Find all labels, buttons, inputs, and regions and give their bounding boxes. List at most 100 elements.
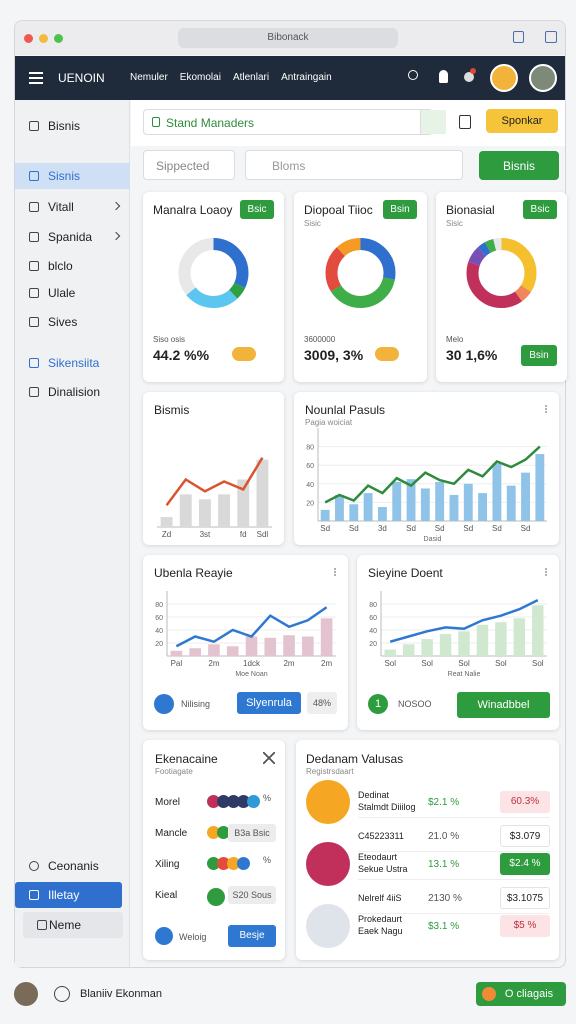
card-title: Nounlal Pasuls [305, 403, 386, 417]
kebab-dot[interactable] [334, 571, 336, 573]
button[interactable]: Bsin [521, 345, 557, 366]
x-tick-label: fd [240, 530, 247, 539]
kebab-dot[interactable] [334, 574, 336, 576]
toolbar: Stand Manaders Sponkar [131, 100, 565, 146]
icon [29, 202, 39, 212]
row-label: Morel [155, 797, 181, 808]
menu-icon[interactable] [29, 72, 43, 74]
icon[interactable] [459, 115, 471, 129]
button[interactable]: Winadbbel [457, 692, 550, 718]
dot [227, 795, 240, 808]
button[interactable]: Besje [228, 925, 276, 947]
menu-item[interactable]: Ekomolai [179, 72, 221, 83]
select[interactable]: Sippected [143, 150, 235, 180]
avatar [306, 904, 350, 948]
button[interactable]: Slyenrula [237, 692, 301, 714]
bar [245, 636, 258, 656]
x-tick-label: Sol [532, 659, 544, 668]
sidebar-item[interactable]: Sikensiita [15, 350, 130, 376]
icon [29, 861, 39, 871]
kebab-dot[interactable] [545, 574, 547, 576]
card-subtitle: Registrsdaart [306, 767, 354, 776]
sidebar-item[interactable]: Sisnis [15, 163, 130, 189]
row-change: $3.1 % [428, 921, 460, 932]
dot [227, 857, 240, 870]
sidebar-item[interactable]: Neme [23, 912, 123, 938]
x-tick-label: Sd [435, 524, 445, 533]
sidebar-label: Vitall [48, 200, 74, 214]
bar [335, 494, 344, 521]
menu-item[interactable]: Nemuler [130, 72, 168, 83]
kebab-dot[interactable] [545, 571, 547, 573]
x-tick-label: Zd [162, 530, 171, 539]
avatar[interactable] [490, 64, 518, 92]
bell-icon[interactable] [464, 72, 474, 82]
avatar [14, 982, 38, 1006]
bar [421, 639, 433, 656]
sidebar-item[interactable]: Ulale [15, 280, 130, 306]
x-tick-label: 2m [321, 659, 332, 668]
close-icon[interactable] [263, 752, 275, 764]
avatar[interactable] [529, 64, 557, 92]
bar [208, 644, 220, 656]
badge[interactable]: Bsic [240, 200, 274, 219]
input[interactable]: Stand Manaders [143, 109, 446, 135]
bar [264, 637, 277, 656]
sidebar-item[interactable]: Bisnis [15, 113, 130, 139]
divider [358, 913, 550, 914]
bar [506, 485, 516, 521]
sidebar-label: Sisnis [48, 169, 81, 183]
sidebar-item[interactable]: Spanida [15, 224, 130, 250]
sidebar-item[interactable]: Ceonanis [15, 853, 122, 879]
donut-card: Manalra Loaoy Bsic Siso osis 44.2 %% [143, 192, 284, 382]
sidebar: Bisnis Sisnis Vitall Spanida blclo Ulale Sives… [15, 100, 130, 967]
x-tick-label: Sol [458, 659, 470, 668]
x-tick-label: 3d [378, 524, 387, 533]
row-amount: $3.079 [500, 825, 550, 847]
badge[interactable]: Bsin [383, 200, 417, 219]
user-icon[interactable] [439, 70, 448, 83]
sidebar-item[interactable]: Illetay [15, 882, 122, 908]
card-title: Diopoal Tiioc [304, 203, 373, 217]
menu-item[interactable]: Antraingain [281, 72, 332, 83]
y-tick-label: 40 [306, 482, 314, 489]
kebab-dot[interactable] [334, 568, 336, 570]
card-title: Ekenacaine [155, 752, 218, 766]
button[interactable]: O cliagais [476, 982, 566, 1006]
brand: UENOIN [58, 71, 105, 85]
search-icon[interactable] [408, 70, 418, 80]
line [175, 606, 328, 648]
x-tick-label: 2m [283, 659, 294, 668]
chevron [111, 201, 121, 211]
values-card: Dedanam Valusas Registrsdaart Dedinat Stalm… [296, 740, 559, 960]
x-tick-label: Sd [320, 524, 330, 533]
sidebar-item[interactable]: Sives [15, 309, 130, 335]
badge[interactable]: Bsic [523, 200, 557, 219]
button[interactable]: Bisnis [479, 151, 559, 180]
menu-item[interactable]: Atlenlari [232, 72, 270, 83]
input-icon[interactable] [420, 110, 446, 134]
x-tick-label: Sd [521, 524, 531, 533]
caption: Siso osis [153, 335, 186, 344]
y-tick-label: 20 [369, 641, 377, 648]
row-amount: 60.3% [500, 791, 550, 813]
value: 30 1,6% [446, 347, 498, 363]
icon[interactable] [545, 31, 557, 43]
kebab-dot[interactable] [545, 405, 547, 407]
sidebar-label: Neme [49, 918, 82, 932]
search[interactable]: Bloms [245, 150, 463, 180]
row-tag: % [263, 855, 272, 865]
sidebar-item[interactable]: Dinalision [15, 379, 130, 405]
icon[interactable] [513, 31, 524, 43]
row-label: Kieal [155, 890, 178, 901]
donut [466, 238, 537, 308]
kebab-dot[interactable] [545, 568, 547, 570]
url-bar[interactable]: Bibonack [178, 28, 398, 48]
sidebar-item[interactable]: blclo [15, 253, 130, 279]
donut-segment [466, 238, 537, 308]
sidebar-item[interactable]: Vitall [15, 194, 130, 220]
button[interactable]: Sponkar [486, 109, 558, 133]
kebab-dot[interactable] [545, 411, 547, 413]
bar [513, 618, 526, 656]
kebab-dot[interactable] [545, 408, 547, 410]
